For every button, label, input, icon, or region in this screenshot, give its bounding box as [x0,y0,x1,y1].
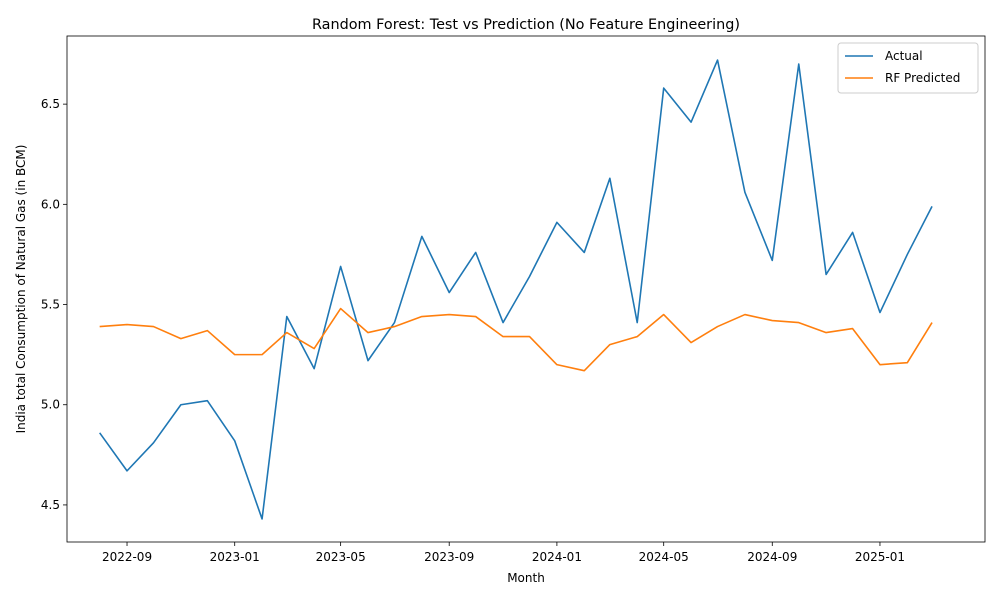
y-tick-label: 4.5 [41,498,60,512]
x-axis: 2022-09 2023-01 2023-05 2023-09 2024-01 2024-… [102,542,905,564]
legend-label-actual: Actual [885,49,923,63]
series-line-rf-predicted [99,307,933,372]
x-tick-label: 2023-05 [316,550,366,564]
legend: Actual RF Predicted [837,42,979,94]
x-tick-label: 2023-09 [424,550,474,564]
y-tick-label: 5.0 [41,398,60,412]
x-axis-label: Month [507,571,545,585]
plot-area [67,36,985,542]
plot-frame [66,35,986,543]
x-tick-label: 2022-09 [102,550,152,564]
x-tick-label: 2024-01 [532,550,582,564]
y-tick-label: 5.5 [41,298,60,312]
x-tick-label: 2023-01 [210,550,260,564]
legend-label-rf-predicted: RF Predicted [885,71,960,85]
chart-title: Random Forest: Test vs Prediction (No Fe… [312,17,740,33]
series-layer [99,59,933,520]
x-tick-label: 2024-09 [747,550,797,564]
y-tick-label: 6.0 [41,197,60,211]
y-tick-label: 6.5 [41,97,60,111]
series-line-actual [99,59,933,520]
x-tick-label: 2025-01 [855,550,905,564]
y-axis-label: India total Consumption of Natural Gas (… [14,145,28,434]
x-tick-label: 2024-05 [639,550,689,564]
y-axis: 4.5 5.0 5.5 6.0 6.5 [41,97,67,512]
